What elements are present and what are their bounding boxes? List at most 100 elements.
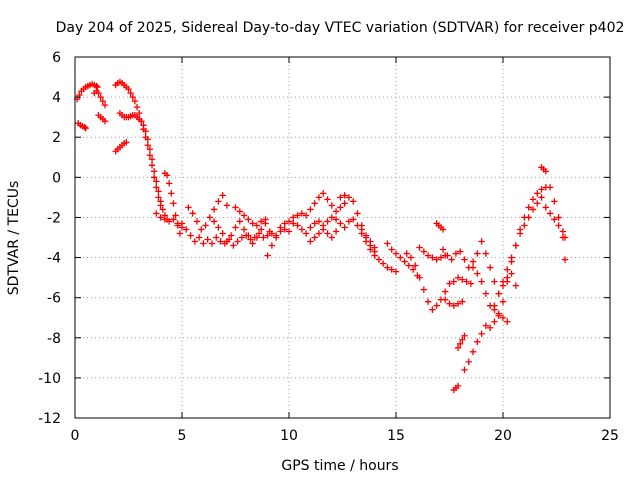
data-point xyxy=(236,218,243,225)
data-point xyxy=(551,216,558,223)
data-point xyxy=(482,322,490,329)
data-point xyxy=(253,222,261,229)
data-point xyxy=(206,214,214,221)
data-point xyxy=(253,234,261,241)
series-arc-5 xyxy=(112,78,164,209)
series-arc-20 xyxy=(384,240,421,279)
data-point xyxy=(200,240,207,247)
data-point xyxy=(159,206,166,213)
data-point xyxy=(219,192,226,199)
data-point xyxy=(257,218,265,225)
data-point xyxy=(459,298,466,305)
data-point xyxy=(551,198,558,205)
data-point xyxy=(429,254,436,261)
data-point xyxy=(388,266,395,273)
data-point xyxy=(129,93,136,101)
data-point xyxy=(307,224,314,231)
data-point xyxy=(302,230,310,237)
data-point xyxy=(298,226,306,233)
data-point xyxy=(463,278,470,285)
data-point xyxy=(97,93,104,101)
data-point xyxy=(467,280,475,287)
data-point xyxy=(538,194,545,201)
data-point xyxy=(328,202,335,209)
data-point xyxy=(420,248,428,255)
data-point xyxy=(405,262,413,269)
data-point xyxy=(307,206,314,213)
data-point xyxy=(508,254,515,261)
data-point xyxy=(446,300,453,307)
data-point xyxy=(478,278,485,285)
y-tick-label: 4 xyxy=(52,90,61,106)
data-point xyxy=(555,214,562,221)
data-point xyxy=(136,109,143,117)
data-point xyxy=(302,212,310,219)
data-point xyxy=(499,278,507,285)
series-arc-32 xyxy=(538,164,549,175)
data-point xyxy=(341,224,348,231)
data-point xyxy=(178,220,186,227)
data-point xyxy=(223,202,231,209)
y-tick-label: -4 xyxy=(47,251,61,267)
data-point xyxy=(150,174,158,181)
data-point xyxy=(189,210,196,217)
y-tick-label: -10 xyxy=(38,371,61,387)
data-point xyxy=(191,238,199,245)
data-point xyxy=(542,168,549,175)
data-point xyxy=(442,288,449,295)
data-point xyxy=(125,85,132,93)
data-point xyxy=(375,256,383,263)
data-point xyxy=(163,172,171,179)
data-point xyxy=(332,208,340,215)
data-point xyxy=(401,258,408,265)
data-point xyxy=(264,252,271,259)
data-point xyxy=(454,382,462,390)
data-point xyxy=(433,256,440,263)
data-point xyxy=(392,250,400,257)
data-point xyxy=(403,250,410,257)
data-point xyxy=(165,180,173,187)
data-point xyxy=(469,264,477,271)
data-point xyxy=(529,206,537,213)
y-tick-label: 2 xyxy=(52,130,61,146)
data-point xyxy=(446,280,453,287)
data-point xyxy=(437,254,445,261)
data-point xyxy=(230,242,237,249)
data-point xyxy=(508,270,515,277)
series-arc-24 xyxy=(439,246,481,271)
data-point xyxy=(277,224,284,231)
data-point xyxy=(512,282,520,289)
series-arc-3 xyxy=(91,87,109,109)
data-point xyxy=(416,244,423,251)
data-point xyxy=(228,232,235,239)
data-point xyxy=(561,256,569,263)
data-point xyxy=(140,121,147,129)
data-point xyxy=(420,286,428,293)
data-point xyxy=(264,232,271,239)
y-axis-label: SDTVAR / TECUs xyxy=(6,181,22,296)
data-point xyxy=(328,234,335,241)
series-arc-7 xyxy=(112,139,130,155)
data-point xyxy=(185,204,192,211)
data-point xyxy=(150,168,158,175)
data-point xyxy=(148,156,156,163)
series-arc-31 xyxy=(491,194,545,309)
data-point xyxy=(232,224,239,231)
data-point xyxy=(529,196,537,203)
series-arc-23 xyxy=(433,220,447,233)
series-arc-18 xyxy=(337,192,378,255)
series-arc-26 xyxy=(450,382,462,394)
data-point xyxy=(262,216,269,223)
data-point xyxy=(491,318,498,325)
data-point xyxy=(95,89,102,97)
data-point xyxy=(461,256,468,263)
data-point xyxy=(542,204,549,211)
axis-ticks: 0 5 10 15 20 25 -12 -10 -8 -6 -4 -2 0 2 4 6 xyxy=(38,50,619,444)
data-point xyxy=(350,216,357,223)
data-point xyxy=(285,218,293,225)
data-point xyxy=(465,358,472,366)
data-point xyxy=(170,216,177,223)
data-point xyxy=(486,264,494,271)
data-point xyxy=(341,192,348,199)
data-point xyxy=(457,248,464,255)
